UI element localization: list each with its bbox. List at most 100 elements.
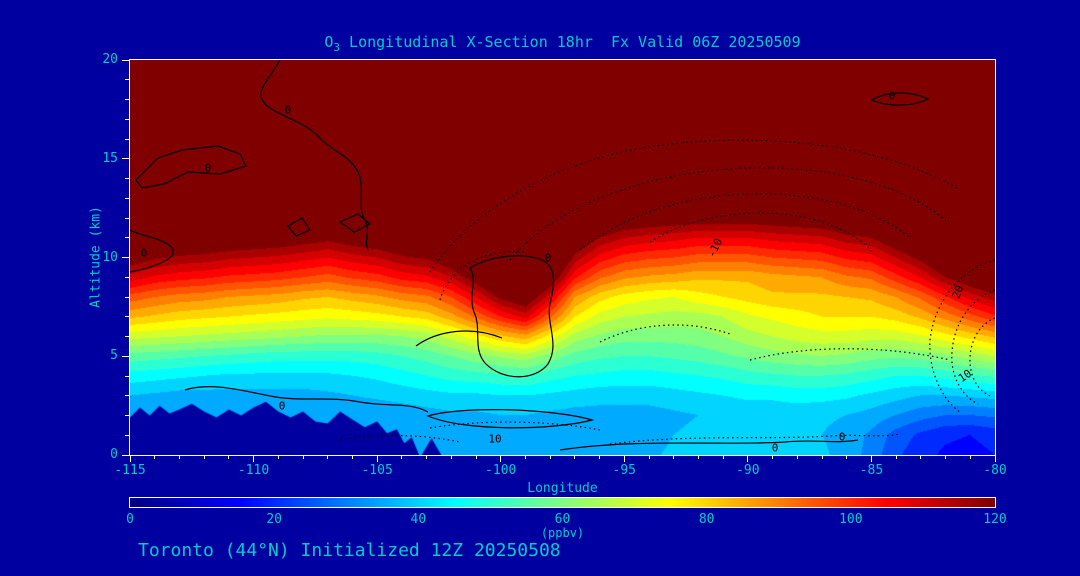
y-axis-minor-tick xyxy=(125,434,129,436)
x-axis-minor-tick xyxy=(228,456,230,459)
y-axis-minor-tick xyxy=(125,99,129,100)
contour-line-solid xyxy=(559,439,859,451)
colorbar-tick-label: 40 xyxy=(410,512,427,527)
x-axis-minor-tick xyxy=(277,456,279,459)
x-axis-major-tick xyxy=(253,456,255,462)
x-axis-major-tick xyxy=(994,456,996,462)
x-axis-minor-tick xyxy=(549,456,551,459)
x-axis-minor-tick xyxy=(574,456,576,459)
title-species-subscript: 3 xyxy=(333,41,341,54)
x-axis-major-tick xyxy=(129,456,131,462)
y-tick-label: 15 xyxy=(102,150,118,166)
contour-line-solid xyxy=(184,386,429,413)
x-axis-minor-tick xyxy=(203,456,205,459)
y-axis-minor-tick xyxy=(125,138,129,140)
x-axis-minor-tick xyxy=(599,456,601,459)
colorbar xyxy=(129,497,996,508)
y-axis-minor-tick xyxy=(125,296,129,298)
x-axis-minor-tick xyxy=(772,456,774,459)
contour-line-solid xyxy=(130,229,174,273)
x-axis-minor-tick xyxy=(920,456,922,459)
title-text: Longitudinal X-Section 18hr Fx Valid 06Z… xyxy=(340,33,801,51)
y-axis-minor-tick xyxy=(125,375,129,377)
x-axis-minor-tick xyxy=(401,456,403,459)
contour-line-solid xyxy=(338,213,372,233)
colorbar-tick-label: 0 xyxy=(126,512,134,527)
y-axis-minor-tick xyxy=(125,118,129,120)
x-axis-minor-tick xyxy=(895,456,897,459)
y-axis-minor-tick xyxy=(125,197,129,199)
x-axis-minor-tick xyxy=(722,456,724,459)
y-axis-minor-tick xyxy=(125,395,129,397)
footer-text: Toronto (44°N) Initialized 12Z 20250508 xyxy=(138,540,561,561)
x-axis-minor-tick xyxy=(302,456,304,459)
contour-line-solid xyxy=(135,145,247,189)
y-tick-label: 20 xyxy=(102,52,118,67)
y-axis-major-tick xyxy=(122,59,129,61)
x-axis-label: Longitude xyxy=(527,481,598,496)
contour-line-dotted xyxy=(649,212,873,253)
contour-line-dotted xyxy=(929,259,995,413)
x-axis-minor-tick xyxy=(351,456,353,459)
x-tick-label: -115 xyxy=(114,463,146,478)
x-axis-major-tick xyxy=(747,456,749,462)
x-axis-minor-tick xyxy=(648,456,650,459)
y-axis-minor-tick xyxy=(125,178,129,179)
chart-title: O3 Longitudinal X-Section 18hr Fx Valid … xyxy=(130,33,995,54)
x-axis-minor-tick xyxy=(154,456,156,459)
x-axis-minor-tick xyxy=(969,456,971,459)
x-tick-label: -80 xyxy=(983,463,1007,478)
x-axis-minor-tick xyxy=(821,456,823,459)
contour-line-dotted xyxy=(749,348,951,361)
x-axis-minor-tick xyxy=(450,456,452,459)
contour-line-solid xyxy=(426,409,595,429)
x-tick-label: -100 xyxy=(485,463,517,478)
x-tick-label: -95 xyxy=(612,463,637,478)
plot-area: 0 0 0 0 0 10 0 0 -10 10 20 0 xyxy=(129,59,996,456)
contour-line-dotted xyxy=(969,317,995,397)
contour-line-dotted xyxy=(439,250,527,301)
y-tick-label: 10 xyxy=(102,249,118,265)
colorbar-tick-label: 20 xyxy=(266,512,282,527)
x-axis-minor-tick xyxy=(697,456,699,459)
x-axis-major-tick xyxy=(376,456,378,462)
contour-line-solid xyxy=(469,255,555,378)
x-tick-label: -110 xyxy=(237,463,270,478)
x-tick-label: -90 xyxy=(736,463,760,478)
y-axis-minor-tick xyxy=(125,336,129,337)
y-axis-minor-tick xyxy=(125,79,129,81)
y-axis-minor-tick xyxy=(125,237,129,239)
y-tick-label: 0 xyxy=(110,447,118,462)
contour-line-dotted xyxy=(599,324,731,343)
contour-line-solid xyxy=(260,60,369,251)
y-axis-major-tick xyxy=(122,355,129,357)
colorbar-tick-label: 100 xyxy=(839,512,863,527)
colorbar-tick-label: 80 xyxy=(698,512,715,527)
x-axis-minor-tick xyxy=(475,456,477,459)
y-axis-major-tick xyxy=(122,257,129,258)
x-axis-minor-tick xyxy=(327,456,329,459)
contour-line-solid xyxy=(870,92,930,106)
y-axis-minor-tick xyxy=(125,276,129,278)
y-axis-minor-tick xyxy=(125,217,129,219)
contour-line-dotted xyxy=(429,139,961,273)
x-axis-minor-tick xyxy=(846,456,848,459)
x-axis-minor-tick xyxy=(426,456,428,459)
title-species: O xyxy=(324,33,334,51)
y-axis-minor-tick xyxy=(125,316,129,318)
x-axis-minor-tick xyxy=(673,456,675,459)
x-axis-major-tick xyxy=(623,456,625,462)
colorbar-tick-label: 60 xyxy=(554,512,571,527)
x-tick-label: -105 xyxy=(361,463,393,478)
heatmap-canvas xyxy=(130,60,995,455)
contour-line-dotted xyxy=(509,167,951,261)
y-axis-minor-tick xyxy=(125,415,129,416)
x-axis-minor-tick xyxy=(178,456,180,459)
x-axis-major-tick xyxy=(870,456,872,462)
colorbar-units: (ppbv) xyxy=(540,526,585,540)
y-axis-major-tick xyxy=(122,158,129,160)
contour-line-dotted xyxy=(951,289,995,405)
x-axis-minor-tick xyxy=(945,456,947,459)
y-tick-label: 5 xyxy=(110,348,118,364)
